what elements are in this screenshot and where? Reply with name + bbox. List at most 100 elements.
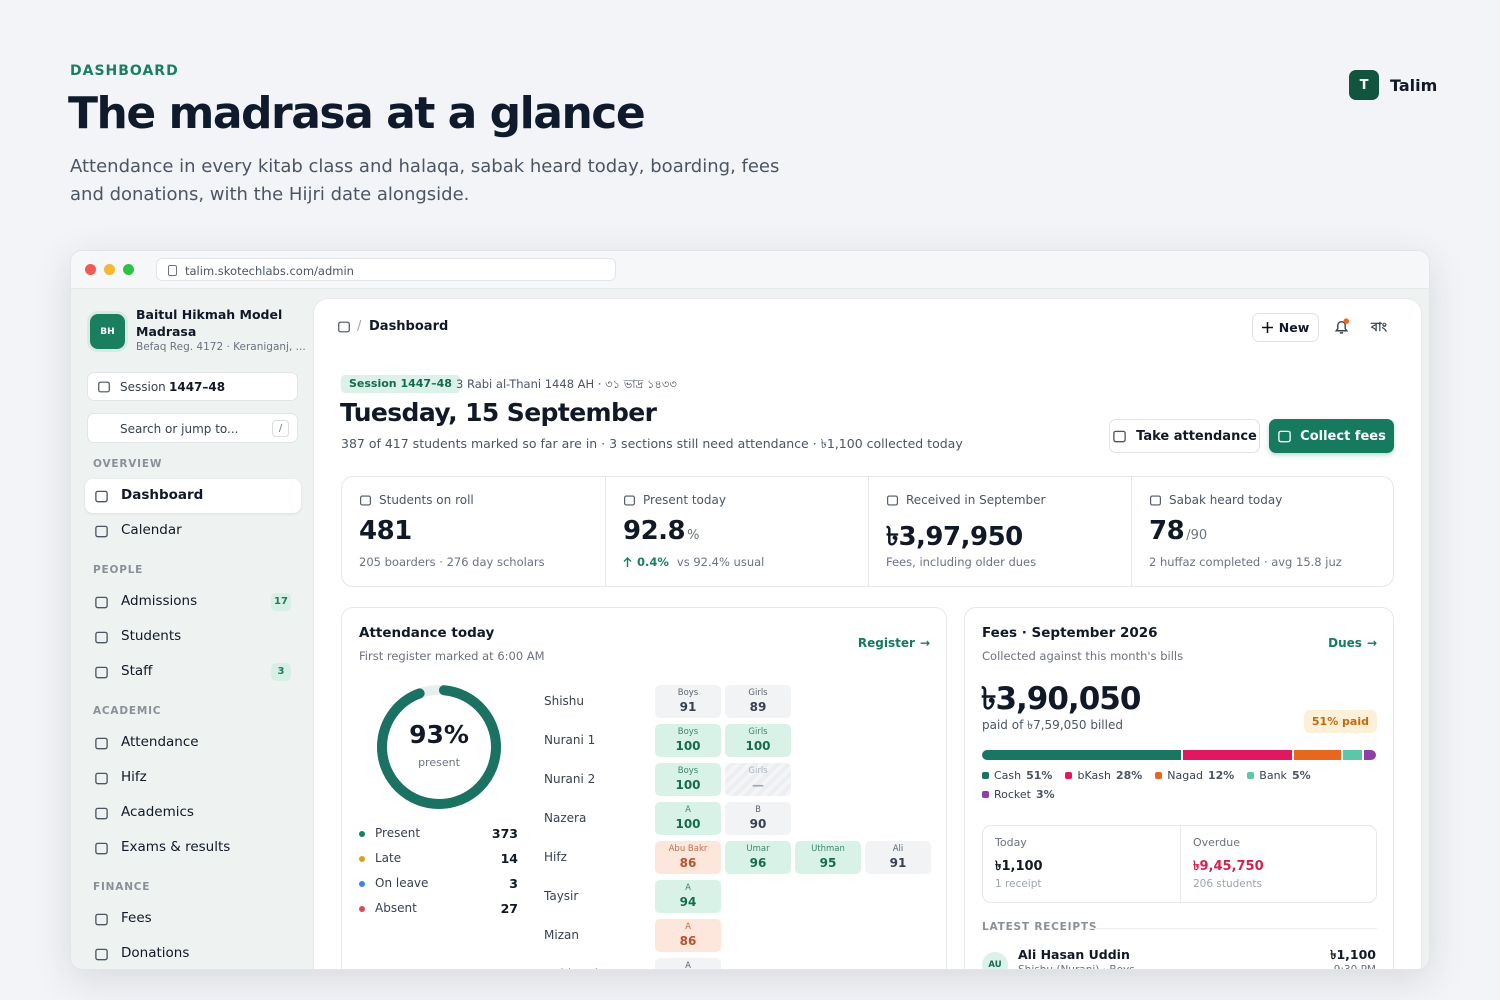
search[interactable]: Search or jump to... / (87, 413, 298, 443)
summary-box: Today ৳1,100 1 receipt Overdue ৳9,45,750 206 … (982, 825, 1377, 903)
nav-group-title: PEOPLE (93, 564, 144, 576)
cell-value: 100 (675, 739, 701, 753)
dot (123, 264, 134, 275)
stat-value-row: ৳3,97,950 (886, 516, 1023, 560)
legend-label: On leave (375, 876, 429, 890)
collect-fees-button[interactable]: Collect fees (1269, 419, 1394, 453)
bell[interactable] (1333, 318, 1350, 335)
nav-group-title: ACADEMIC (93, 705, 162, 717)
icon (95, 666, 108, 679)
icon-shape (887, 495, 898, 506)
legend-value: 5% (1291, 769, 1311, 782)
icon (360, 495, 371, 506)
cell-value: 96 (749, 856, 767, 870)
legend-value: 3 (509, 876, 518, 891)
legend-value: 12% (1207, 769, 1235, 782)
icon (887, 495, 898, 506)
legend-item: Nagad 12% (1155, 769, 1234, 782)
legend-swatch (1065, 772, 1073, 779)
class-cell[interactable]: Ali 91 (865, 841, 931, 874)
icon (95, 490, 108, 503)
bell-dot (1343, 318, 1350, 324)
arrow (623, 557, 632, 567)
nav-item[interactable]: Calendar (85, 514, 301, 548)
school-name: Baitul Hikmah Model Madrasa (136, 307, 283, 339)
main-panel: / Dashboard New বাং Session 1447–48 3 Rabi al… (314, 299, 1421, 970)
cell-label: Boys (677, 727, 699, 737)
class-cell[interactable]: A 86 (655, 919, 721, 952)
stat-card: Students on roll 481 205 boarders · 276 da… (342, 477, 605, 586)
class-cell[interactable]: Uthman 95 (795, 841, 861, 874)
legend-name: Bank (1259, 769, 1287, 782)
legend-swatch (1155, 772, 1163, 779)
dues-link[interactable]: Dues → (1328, 636, 1377, 650)
class-cell[interactable]: Boys 100 (655, 763, 721, 796)
nav-item[interactable]: Donations (85, 937, 301, 969)
class-cell[interactable]: Umar 96 (725, 841, 791, 874)
cell-value: 91 (679, 700, 697, 714)
donut (377, 685, 501, 809)
class-cell[interactable]: A 100 (655, 802, 721, 835)
stat-note: 2 huffaz completed · avg 15.8 juz (1149, 555, 1342, 569)
icon-shape (95, 772, 108, 785)
class-cell[interactable]: Girls 100 (725, 724, 791, 757)
class-cell[interactable]: Abu Bakr 86 (655, 841, 721, 874)
stat-note-row: 0.4% vs 92.4% usual (623, 555, 764, 569)
nav-item[interactable]: Hifz (85, 761, 301, 795)
payment-segment (1342, 750, 1363, 760)
cell-value: — (752, 778, 764, 792)
icon-shape (338, 321, 350, 333)
class-name: Nazera (544, 811, 587, 825)
class-cell[interactable]: Girls 89 (725, 685, 791, 718)
summary-overdue: Overdue ৳9,45,750 206 students (1180, 826, 1377, 902)
attendance-card: Attendance today First register marked at… (341, 607, 947, 970)
breadcrumb-sep: / (357, 319, 362, 334)
register-link[interactable]: Register → (858, 636, 930, 650)
stat-note-row: Fees, including older dues (886, 555, 1036, 569)
icon-shape (95, 666, 108, 679)
cell-label: A (685, 961, 691, 970)
legend-item: bKash 28% (1065, 769, 1142, 782)
icon (95, 948, 108, 961)
stat-card: Received in September ৳3,97,950 Fees, incl… (868, 477, 1131, 586)
nav-label: Dashboard (121, 487, 204, 503)
stat-value: ৳3,97,950 (886, 522, 1023, 552)
nav-item[interactable]: Admissions 17 (85, 585, 301, 619)
class-name: Nurani 1 (544, 733, 596, 747)
icon (95, 631, 108, 644)
class-name: Taysir (544, 889, 579, 903)
class-cell[interactable]: Girls — (725, 763, 791, 796)
nav-item[interactable]: Fees (85, 902, 301, 936)
cell-value: 90 (749, 817, 767, 831)
class-name: Mizan (544, 928, 579, 942)
summary-value: ৳1,100 (995, 859, 1043, 874)
class-name: Nahbamir (544, 967, 603, 969)
stat-value-row: 92.8% (623, 516, 700, 546)
icon-shape (624, 495, 635, 506)
cell-label: A (685, 805, 691, 815)
nav-item[interactable]: Academics (85, 796, 301, 830)
nav-item[interactable]: Dashboard (85, 479, 301, 513)
take-attendance-button[interactable]: Take attendance (1109, 419, 1260, 453)
class-cell[interactable]: A (655, 958, 721, 970)
nav-label: Academics (121, 804, 194, 820)
nav-item[interactable]: Students (85, 620, 301, 654)
class-cell[interactable]: B 90 (725, 802, 791, 835)
new-button[interactable]: New (1252, 313, 1319, 342)
dot (104, 264, 115, 275)
nav-item[interactable]: Exams & results (85, 831, 301, 865)
card-title: Fees · September 2026 (982, 625, 1158, 641)
nav-item[interactable]: Attendance (85, 726, 301, 760)
cell-label: Boys (677, 688, 699, 698)
cell-value: 95 (819, 856, 837, 870)
summary-note: 1 receipt (995, 878, 1042, 890)
school-reg: Befaq Reg. 4172 · Keraniganj, ... (136, 341, 306, 353)
session-select[interactable]: Session 1447–48 (87, 372, 298, 401)
class-cell[interactable]: Boys 100 (655, 724, 721, 757)
nav-item[interactable]: Staff 3 (85, 655, 301, 689)
nav-label: Students (121, 628, 182, 644)
class-cell[interactable]: Boys 91 (655, 685, 721, 718)
url-bar[interactable]: talim.skotechlabs.com/admin (156, 258, 616, 281)
class-cell[interactable]: A 94 (655, 880, 721, 913)
stat-note: Fees, including older dues (886, 555, 1037, 569)
